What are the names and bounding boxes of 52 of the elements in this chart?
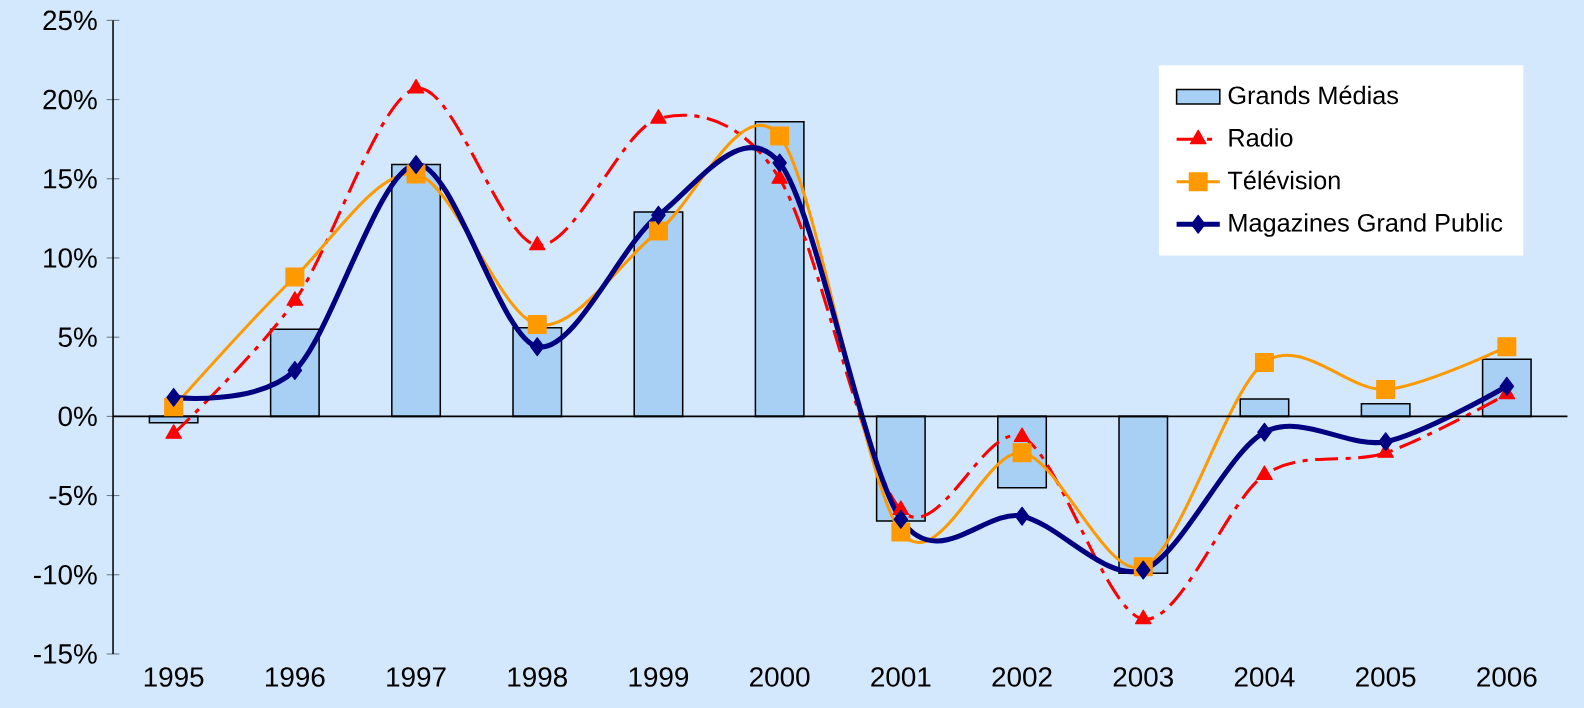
point [527,315,547,335]
y-tick-label: 10% [44,248,97,268]
point [650,109,667,124]
point [772,153,787,173]
x-tick-label: 1996 [265,667,325,687]
point [528,235,546,251]
point [408,155,424,175]
x-tick-label: 1999 [629,667,689,687]
point [529,337,545,357]
y-tick-label: 20% [43,89,97,110]
y-tick-label: 15% [44,169,97,189]
y-tick-label: -5% [49,485,97,506]
x-tick-label: 1998 [508,667,567,687]
y-tick-label: -15% [34,644,97,664]
legend-label: Télévision [1227,170,1340,190]
point [287,360,303,380]
point [286,291,304,306]
x-tick-label: 2005 [1356,667,1416,687]
point [1257,422,1272,442]
point [651,205,666,225]
legend-label: Radio [1229,128,1293,147]
y-tick-label: -10% [34,564,97,585]
point [771,169,788,184]
x-tick-label: 2003 [1113,667,1173,687]
point [648,221,668,241]
point [1256,465,1273,481]
x-tick-label: 1995 [144,667,204,687]
x-tick-label: 1997 [387,667,446,687]
point [1376,379,1396,399]
x-tick-label: 2004 [1234,667,1295,687]
y-tick-label: 5% [58,327,97,347]
point [1014,506,1030,526]
point [1134,609,1152,625]
x-tick-label: 2001 [871,667,931,687]
legend-label: Grands Médias [1228,85,1399,105]
x-tick-label: 2006 [1477,667,1537,687]
point [1013,427,1031,443]
point [166,387,181,407]
y-tick-label: 25% [43,10,97,31]
y-tick-label: 0% [58,406,97,427]
point [1497,337,1517,357]
point [285,267,305,287]
point [407,79,425,94]
x-tick-label: 2000 [750,667,810,687]
point [1254,353,1274,373]
legend-label: Magazines Grand Public [1229,213,1503,237]
point [891,522,911,542]
x-tick-label: 2002 [992,667,1052,687]
point [893,509,909,529]
point [1378,432,1393,452]
point [770,126,790,146]
point [165,424,182,439]
